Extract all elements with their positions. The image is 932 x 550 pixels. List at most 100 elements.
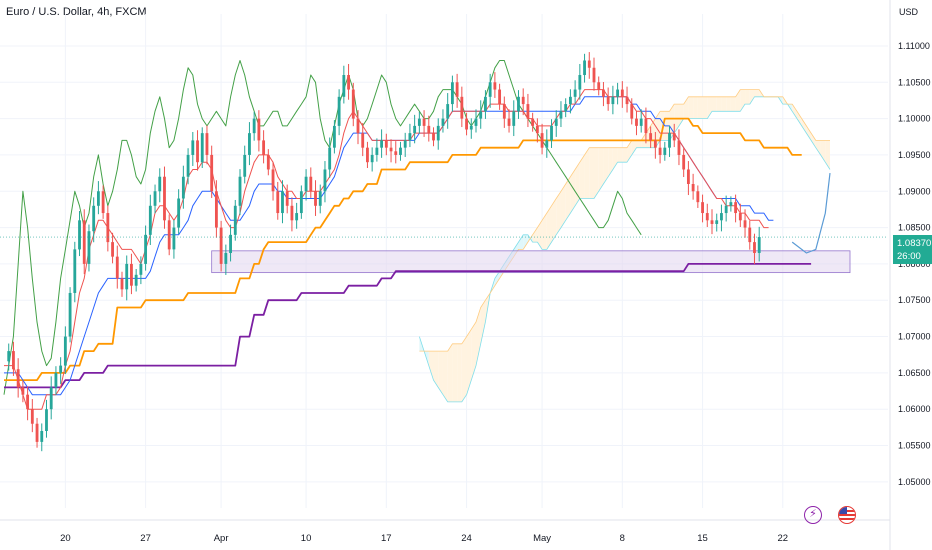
candle-body [602, 89, 605, 97]
cloud-segment [815, 140, 821, 155]
candle-body [30, 409, 34, 424]
candle-body [384, 140, 388, 148]
candle-body [200, 133, 204, 163]
candle-body [12, 351, 15, 370]
candlesticks [7, 52, 761, 452]
cloud-segment [442, 351, 448, 402]
candle-body [710, 220, 714, 224]
cloud-segment [693, 96, 698, 119]
candle-body [649, 133, 653, 141]
candle-body [214, 191, 218, 228]
candle-body [512, 111, 516, 126]
candle-body [361, 133, 365, 148]
x-tick-label: 27 [140, 533, 151, 544]
candle-body [153, 191, 157, 206]
cloud-segment [480, 300, 486, 344]
candle-body [748, 227, 752, 243]
candle-body [663, 147, 667, 155]
x-tick-label: 15 [697, 533, 708, 544]
us-flag-icon[interactable] [838, 506, 856, 524]
cloud-segment [792, 104, 797, 119]
indicator-lines [3, 60, 831, 410]
candle-body [705, 213, 709, 221]
cloud-segment [570, 169, 576, 214]
candle-body [229, 234, 232, 254]
candle-body [394, 151, 398, 155]
candle-body [54, 372, 58, 388]
candle-body [488, 82, 492, 97]
candle-body [92, 205, 96, 232]
candle-body [517, 96, 520, 112]
cloud-segment [594, 147, 599, 199]
x-tick-label: 8 [620, 533, 625, 544]
x-tick-label: 17 [381, 533, 392, 544]
candle-body [224, 253, 228, 264]
candle-body [191, 140, 195, 155]
candle-body [526, 104, 530, 119]
candle-body [262, 140, 266, 155]
candle-body [743, 220, 747, 228]
candle-body [587, 60, 591, 68]
candle-body [460, 96, 464, 119]
candle-body [309, 176, 313, 192]
cloud-segment [811, 133, 816, 148]
candle-body [446, 104, 450, 119]
candle-body [276, 191, 280, 214]
last-price-badge: 1.08370 26:00 [893, 235, 932, 264]
cloud-segment [494, 271, 500, 286]
candle-body [370, 154, 374, 163]
candle-body [413, 125, 417, 134]
projection-path [791, 173, 831, 254]
candle-body [427, 125, 431, 134]
candle-body [474, 118, 478, 126]
candle-body [87, 231, 91, 264]
x-tick-label: 20 [60, 533, 71, 544]
candle-body [186, 154, 190, 177]
candle-body [59, 365, 63, 373]
candle-body [691, 183, 695, 192]
candle-body [559, 111, 563, 119]
candle-body [290, 205, 294, 221]
candle-body [68, 292, 72, 337]
cloud-segment [820, 140, 826, 163]
candle-body [682, 154, 686, 170]
candle-body [328, 147, 332, 170]
candle-body [455, 82, 459, 97]
candle-body [351, 89, 355, 119]
candle-body [375, 147, 379, 155]
candle-body [554, 118, 558, 126]
candle-body [441, 118, 445, 126]
purple-line [4, 262, 812, 389]
candle-body [158, 176, 162, 192]
x-tick-label: May [533, 533, 551, 544]
candle-body [573, 89, 577, 97]
candle-body [233, 205, 237, 235]
candle-body [163, 176, 166, 221]
cloud-segment [476, 307, 481, 366]
candle-body [507, 118, 511, 126]
candle-body [653, 140, 657, 148]
candle-body [417, 118, 421, 126]
candle-body [729, 202, 733, 206]
cloud-segment [716, 96, 722, 112]
cloud-segment [622, 147, 628, 163]
cloud-segment [438, 351, 443, 395]
cloud-segment [627, 140, 632, 163]
candle-body [82, 220, 86, 264]
candle-body [408, 133, 412, 141]
candle-body [436, 125, 440, 141]
candle-body [181, 176, 185, 199]
candle-body [757, 237, 761, 254]
lightning-icon[interactable]: ⚡ [804, 506, 822, 524]
candle-body [568, 96, 572, 105]
candle-body [724, 205, 728, 214]
cloud-segment [466, 329, 472, 395]
candle-body [49, 387, 53, 410]
cloud-segment [589, 147, 594, 199]
candle-body [281, 191, 284, 214]
candle-body [564, 104, 568, 112]
candle-body [134, 274, 138, 286]
y-tick-label: 1.09000 [898, 186, 931, 196]
candle-body [498, 89, 502, 105]
